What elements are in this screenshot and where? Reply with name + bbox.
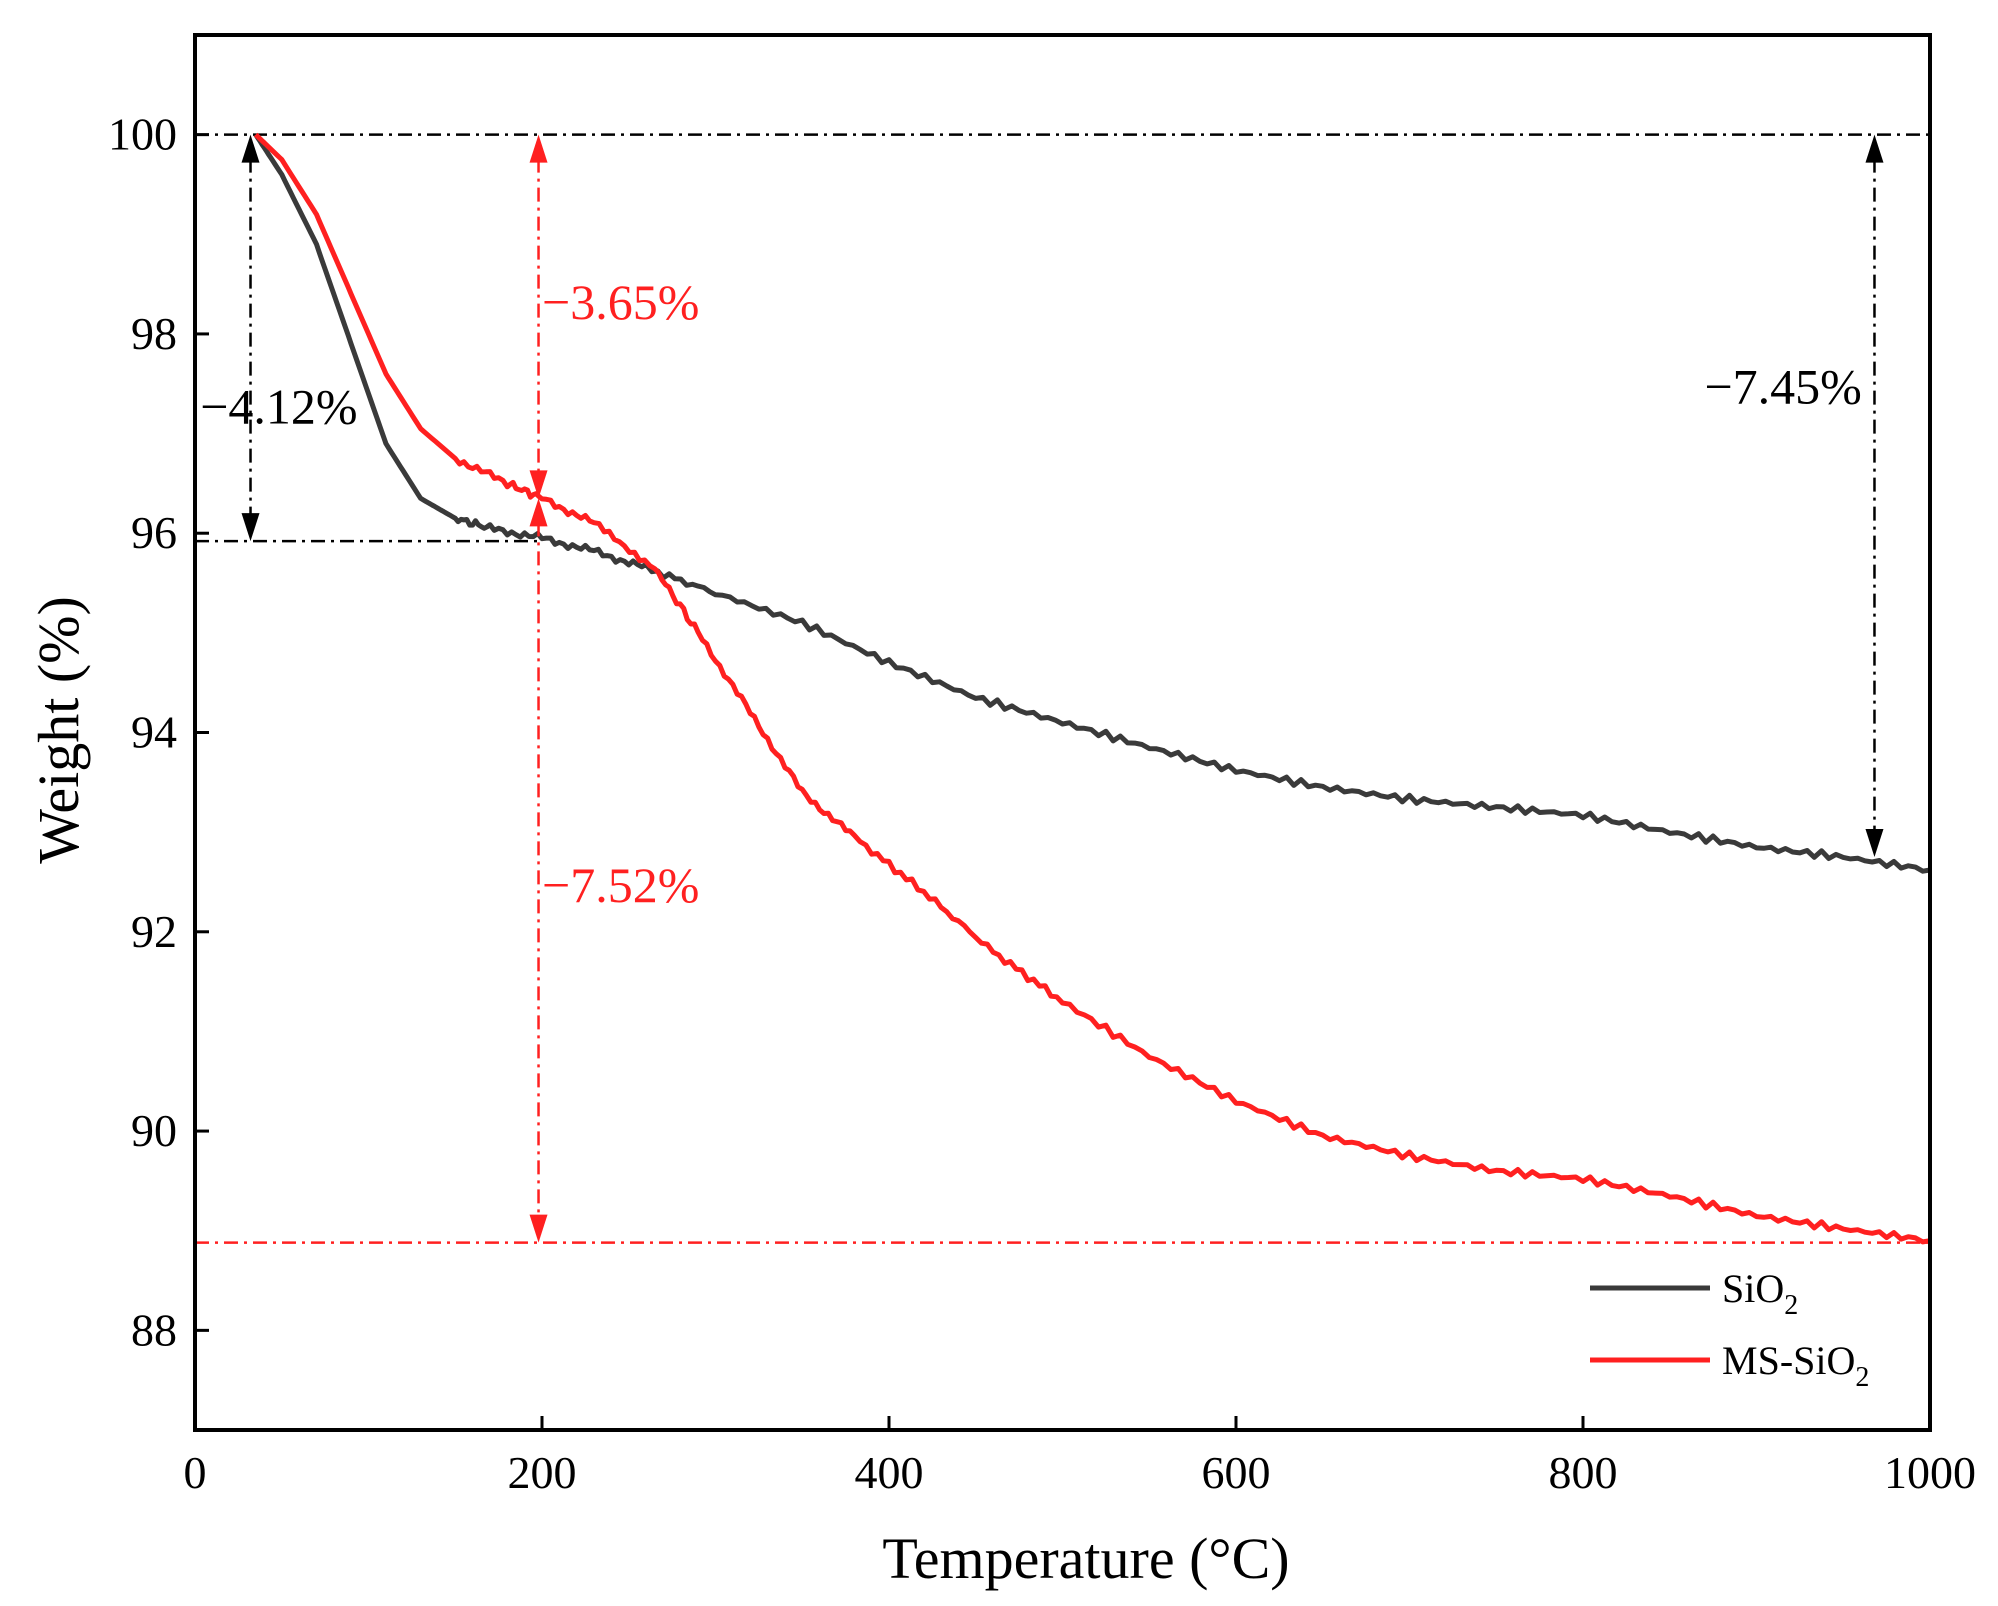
double-arrow <box>529 134 548 499</box>
double-arrow <box>529 498 548 1243</box>
annotation-arrows <box>241 134 1884 1243</box>
annotation-label: −3.65% <box>542 274 699 330</box>
x-tick-label: 0 <box>184 1447 207 1498</box>
y-tick-label: 94 <box>131 707 177 758</box>
x-tick-label: 800 <box>1549 1447 1618 1498</box>
y-tick-label: 90 <box>131 1105 177 1156</box>
data-series <box>253 132 1931 1245</box>
x-tick-label: 1000 <box>1884 1447 1976 1498</box>
y-axis-ticks: 88 90 92 94 96 98 100 <box>108 109 209 1355</box>
y-tick-label: 100 <box>108 109 177 160</box>
legend-label: SiO2 <box>1722 1266 1798 1321</box>
y-tick-label: 98 <box>131 308 177 359</box>
annotation-labels: −4.12% −3.65% −7.52% −7.45% <box>200 274 1862 913</box>
x-axis-title: Temperature (°C) <box>882 1526 1289 1591</box>
annotation-label: −7.45% <box>1704 359 1861 415</box>
legend-label: MS-SiO2 <box>1722 1338 1869 1393</box>
x-tick-label: 400 <box>855 1447 924 1498</box>
annotation-label: −7.52% <box>542 857 699 913</box>
legend: SiO2 MS-SiO2 <box>1590 1266 1869 1393</box>
y-tick-label: 96 <box>131 507 177 558</box>
x-tick-label: 200 <box>508 1447 577 1498</box>
double-arrow <box>1865 134 1884 858</box>
series-line <box>253 133 1931 874</box>
series-line <box>253 132 1931 1245</box>
y-tick-label: 92 <box>131 906 177 957</box>
annotation-label: −4.12% <box>200 379 357 435</box>
y-tick-label: 88 <box>131 1304 177 1355</box>
double-arrow <box>241 134 260 542</box>
x-axis-ticks: 0 200 400 600 800 1000 <box>184 1416 1976 1498</box>
y-axis-title: Weight (%) <box>26 596 91 864</box>
x-tick-label: 600 <box>1202 1447 1271 1498</box>
